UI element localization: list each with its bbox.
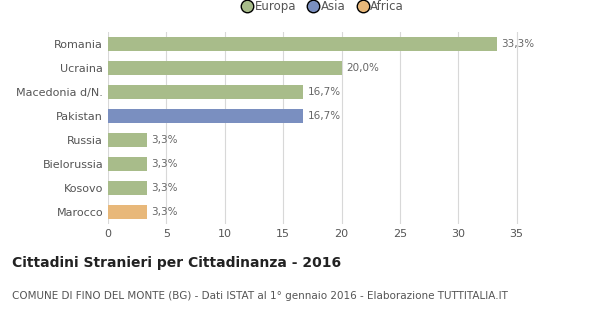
Text: 3,3%: 3,3%: [151, 135, 178, 145]
Bar: [108, 85, 303, 99]
Text: 3,3%: 3,3%: [151, 159, 178, 169]
Text: COMUNE DI FINO DEL MONTE (BG) - Dati ISTAT al 1° gennaio 2016 - Elaborazione TUT: COMUNE DI FINO DEL MONTE (BG) - Dati IST…: [12, 291, 508, 301]
Text: 20,0%: 20,0%: [346, 63, 379, 73]
Bar: [108, 157, 146, 171]
Bar: [108, 181, 146, 195]
Text: 3,3%: 3,3%: [151, 183, 178, 193]
Bar: [108, 61, 341, 75]
Bar: [108, 205, 146, 219]
Legend: Europa, Asia, Africa: Europa, Asia, Africa: [239, 0, 409, 18]
Text: 3,3%: 3,3%: [151, 207, 178, 217]
Text: Cittadini Stranieri per Cittadinanza - 2016: Cittadini Stranieri per Cittadinanza - 2…: [12, 256, 341, 270]
Text: 16,7%: 16,7%: [308, 111, 341, 121]
Text: 16,7%: 16,7%: [308, 87, 341, 97]
Bar: [108, 37, 497, 51]
Text: 33,3%: 33,3%: [502, 39, 535, 49]
Bar: [108, 133, 146, 147]
Bar: [108, 109, 303, 123]
